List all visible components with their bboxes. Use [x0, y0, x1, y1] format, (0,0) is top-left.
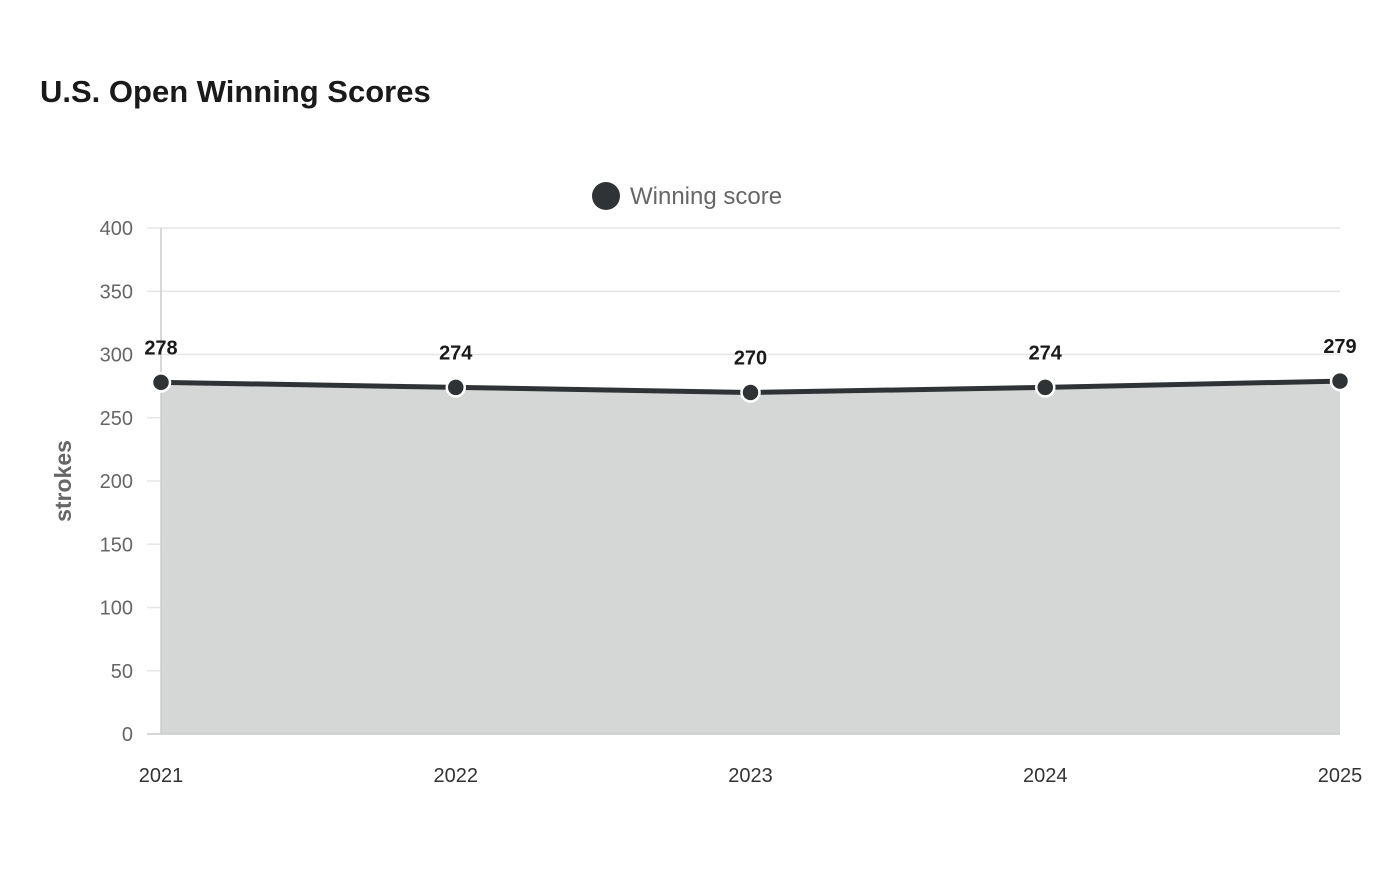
data-labels: 278 274 270 274 279 [144, 336, 1356, 369]
data-points [150, 370, 1351, 403]
data-point[interactable] [445, 377, 466, 398]
x-tick-label: 2022 [434, 765, 479, 787]
chart-title: U.S. Open Winning Scores [40, 74, 431, 109]
data-point[interactable] [740, 382, 761, 403]
data-label: 270 [734, 347, 767, 369]
x-axis-ticks: 2021 2022 2023 2024 2025 [139, 765, 1363, 787]
y-axis-title: strokes [50, 440, 76, 522]
y-tick-label: 100 [100, 598, 133, 620]
legend[interactable]: Winning score [592, 182, 782, 210]
data-label: 274 [1029, 342, 1063, 364]
data-point[interactable] [150, 372, 172, 393]
area-fill-group [161, 381, 1340, 734]
y-tick-label: 400 [100, 218, 133, 240]
y-tick-label: 350 [100, 281, 133, 303]
y-tick-label: 300 [100, 345, 133, 367]
legend-marker [592, 182, 620, 210]
data-point[interactable] [1035, 377, 1056, 398]
y-tick-label: 200 [100, 471, 133, 493]
x-tick-label: 2024 [1023, 765, 1068, 787]
y-tick-label: 50 [111, 661, 133, 683]
y-axis-ticks: 0 50 100 150 200 250 300 350 400 [100, 218, 133, 746]
y-tick-label: 250 [100, 408, 133, 430]
data-point[interactable] [1329, 370, 1351, 392]
area-fill [161, 381, 1340, 734]
y-tick-label: 0 [122, 724, 133, 746]
data-label: 278 [144, 337, 177, 359]
data-label: 274 [439, 342, 473, 364]
axes [147, 228, 1340, 735]
legend-label[interactable]: Winning score [630, 183, 782, 210]
data-label: 279 [1323, 336, 1356, 358]
x-tick-label: 2023 [728, 765, 773, 787]
x-tick-label: 2021 [139, 765, 184, 787]
y-tick-label: 150 [100, 534, 133, 556]
x-tick-label: 2025 [1318, 765, 1363, 787]
